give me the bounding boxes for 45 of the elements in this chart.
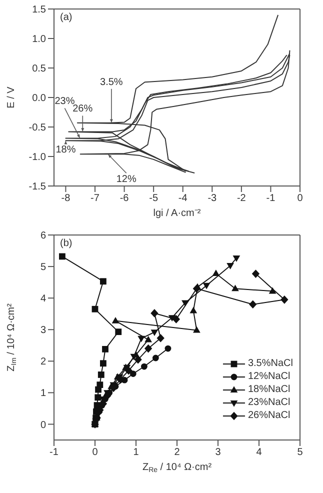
y-tick-label: 3 (40, 325, 46, 336)
x-tick-label: -2 (236, 193, 246, 204)
legend-label: 18%NaCl (248, 383, 290, 396)
x-tick-label: -3 (208, 193, 218, 204)
legend-label: 26%NaCl (248, 409, 290, 422)
y-tick-label: 5 (40, 262, 46, 274)
y-tick-label: -1.5 (28, 182, 46, 193)
x-axis-title: Z$_{Re}$ / 10⁴ Ω·cm² (142, 462, 212, 474)
legend-label: 12%NaCl (248, 370, 290, 383)
x-tick-label: -4 (178, 193, 188, 204)
y-tick-label: 1 (40, 388, 46, 400)
y-tick-label: 0 (40, 420, 46, 431)
x-tick-label: -8 (61, 193, 71, 204)
x-tick-label: -6 (120, 193, 130, 204)
series-label: 26% (72, 104, 93, 115)
x-tick-label: -7 (90, 193, 100, 204)
x-tick-label: -1 (266, 193, 276, 204)
y-tick-label: -0.5 (28, 122, 46, 134)
y-axis-title: E / V (6, 86, 17, 108)
series-label: 18% (56, 144, 76, 156)
series-label: 3.5% (100, 76, 123, 88)
x-tick-label: 3 (215, 447, 222, 458)
chart-title: (a) (60, 12, 72, 23)
x-tick-label: 1 (133, 447, 140, 458)
y-tick-label: 1.0 (32, 34, 46, 46)
x-tick-label: 5 (297, 447, 304, 458)
x-tick-label: -5 (149, 193, 158, 204)
series-label: 12% (116, 174, 136, 186)
text: 23% (54, 96, 75, 108)
x-tick-label: 0 (92, 447, 98, 458)
chart-title: (b) (60, 238, 72, 249)
y-tick-label: 4 (40, 294, 46, 305)
x-tick-label: 0 (297, 193, 304, 204)
x-tick-label: 2 (174, 447, 180, 458)
y-tick-label: 2 (40, 356, 46, 368)
y-tick-label: 1.5 (32, 4, 46, 16)
legend-label: 23%NaCl (248, 396, 290, 409)
y-tick-label: 0.0 (32, 93, 46, 104)
x-tick-label: 4 (256, 447, 262, 458)
legend-label: 3.5%NaCl (248, 357, 293, 370)
x-tick-label: -1 (50, 447, 59, 458)
x-axis-title: lgi / A·cm⁻² (153, 208, 202, 219)
y-tick-label: 0.5 (32, 64, 46, 75)
y-tick-label: 6 (40, 230, 46, 242)
y-tick-label: -1.0 (28, 152, 46, 164)
